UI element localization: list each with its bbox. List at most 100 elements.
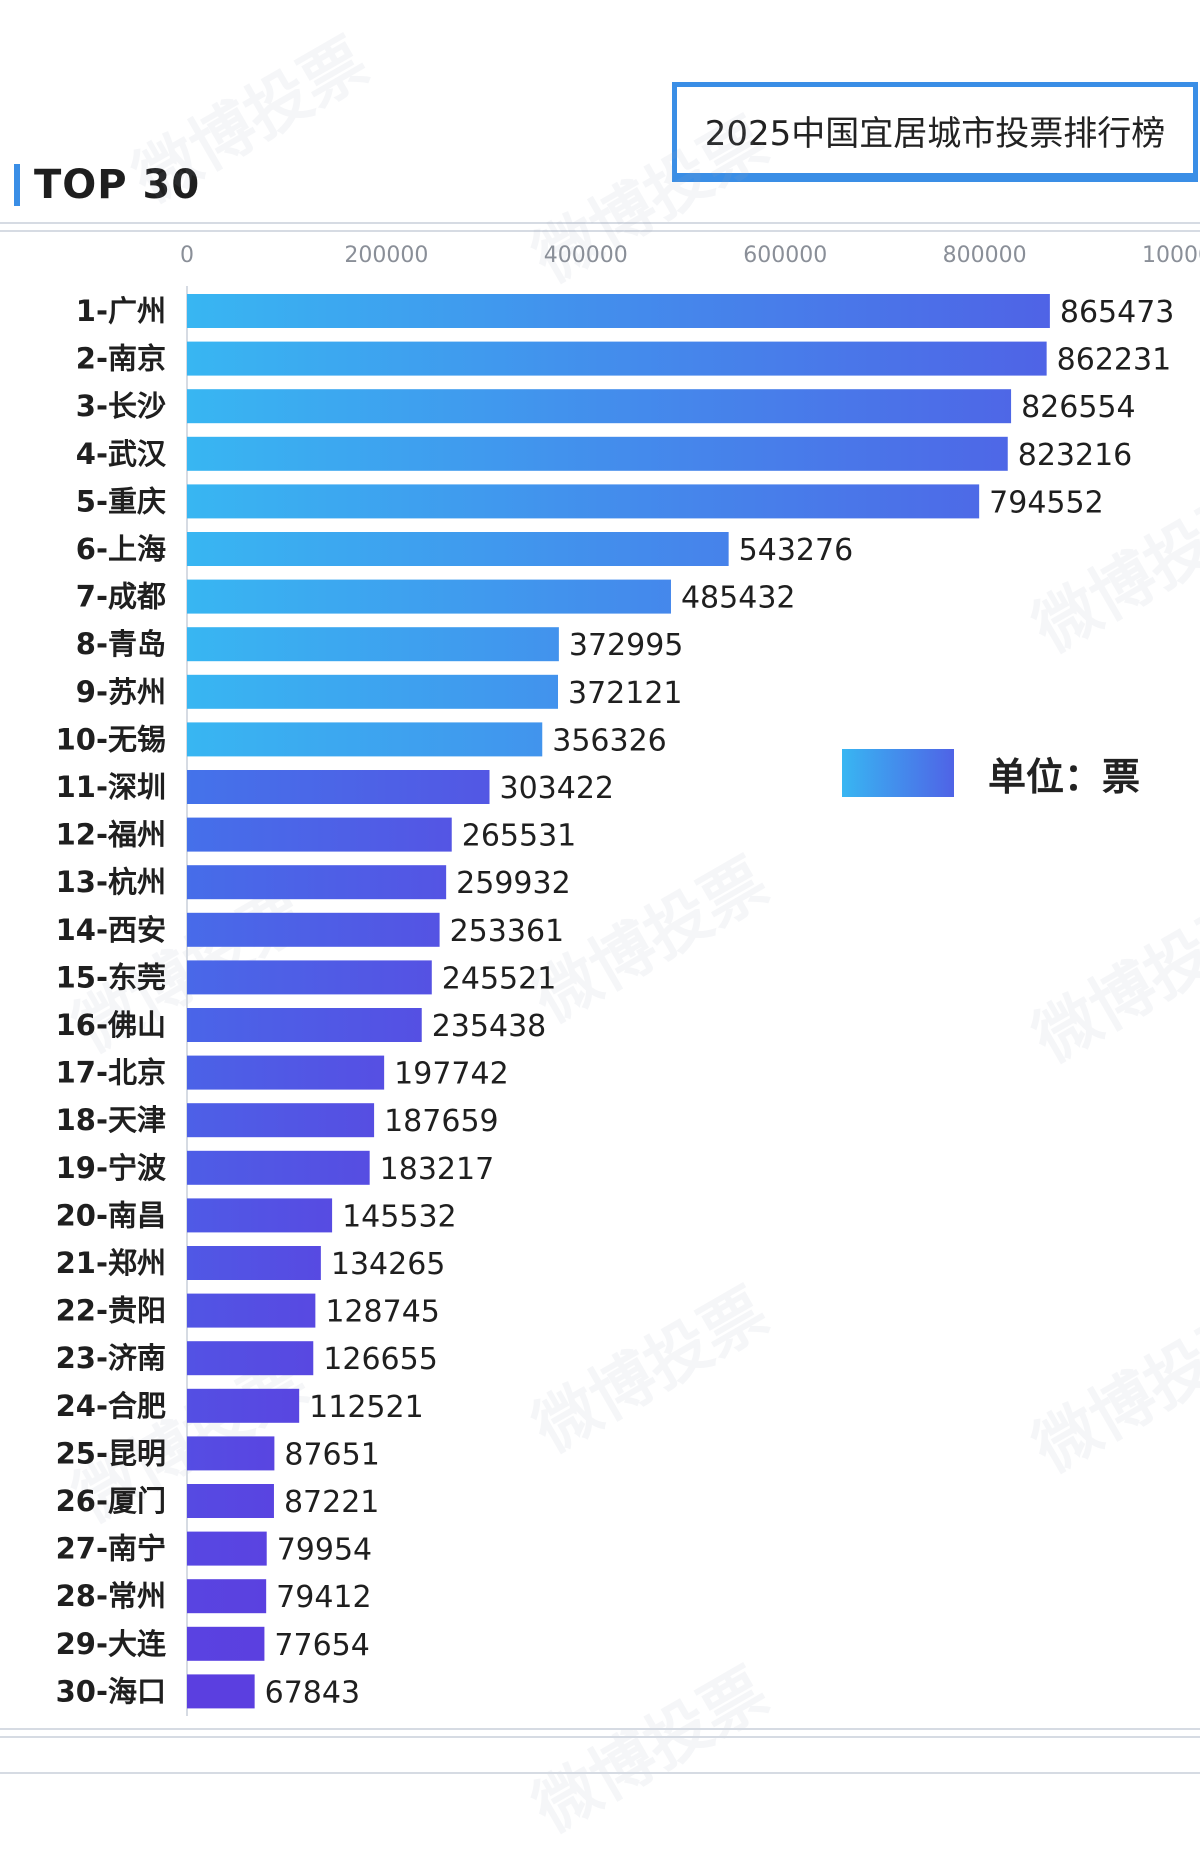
- value-label: 356326: [552, 723, 667, 758]
- category-label: 15-东莞: [56, 960, 166, 994]
- value-label: 126655: [323, 1342, 438, 1377]
- bar: [187, 1008, 422, 1042]
- top-header: TOP 30: [14, 160, 200, 210]
- value-label: 67843: [265, 1675, 360, 1710]
- bar: [187, 722, 543, 757]
- top-divider-inner: [0, 230, 1200, 232]
- category-label: 23-济南: [56, 1341, 166, 1375]
- value-label: 826554: [1021, 390, 1136, 425]
- bar: [187, 1293, 316, 1328]
- bar: [187, 770, 490, 804]
- bar: [187, 294, 1050, 328]
- category-label: 5-重庆: [76, 484, 166, 518]
- value-label: 259932: [456, 866, 571, 901]
- category-label: 27-南宁: [56, 1532, 166, 1566]
- legend-unit-label: 单位：票: [988, 754, 1141, 799]
- x-tick-label: 400000: [544, 243, 628, 268]
- bar: [187, 1341, 314, 1376]
- bar: [187, 1626, 265, 1661]
- x-tick-label: 600000: [743, 243, 827, 268]
- bar: [187, 1579, 267, 1614]
- category-label: 30-海口: [56, 1674, 166, 1708]
- category-label: 6-上海: [76, 532, 166, 566]
- top-label: TOP 30: [34, 162, 201, 208]
- bar: [187, 484, 980, 519]
- value-label: 303422: [500, 771, 615, 806]
- category-label: 7-成都: [76, 580, 166, 614]
- bottom-divider-inner: [0, 1736, 1200, 1738]
- value-label: 134265: [331, 1247, 446, 1282]
- category-label: 22-贵阳: [56, 1294, 166, 1328]
- legend-swatch: [842, 749, 954, 797]
- value-label: 862231: [1057, 343, 1172, 378]
- value-label: 187659: [384, 1104, 499, 1139]
- bar: [187, 1198, 333, 1233]
- category-label: 20-南昌: [56, 1198, 166, 1232]
- bar: [187, 1150, 370, 1185]
- chart-title: 2025中国宜居城市投票排行榜: [672, 82, 1198, 182]
- bar: [187, 912, 440, 947]
- category-label: 19-宁波: [56, 1151, 167, 1185]
- category-label: 8-青岛: [76, 627, 166, 661]
- bar: [187, 532, 729, 566]
- category-label: 28-常州: [56, 1579, 166, 1613]
- bottom-divider: [0, 1728, 1200, 1730]
- bar: [187, 436, 1008, 471]
- category-label: 13-杭州: [56, 865, 166, 899]
- value-label: 197742: [394, 1057, 509, 1092]
- category-label: 12-福州: [56, 818, 166, 852]
- value-label: 79954: [277, 1533, 372, 1568]
- category-label: 17-北京: [56, 1056, 166, 1090]
- category-label: 26-厦门: [56, 1484, 166, 1518]
- value-label: 865473: [1060, 295, 1175, 330]
- bar: [187, 1388, 300, 1423]
- category-label: 14-西安: [56, 913, 166, 947]
- value-label: 112521: [309, 1390, 424, 1425]
- value-label: 823216: [1018, 438, 1133, 473]
- value-label: 372121: [568, 676, 683, 711]
- bar: [187, 1103, 375, 1138]
- category-label: 2-南京: [76, 342, 166, 376]
- value-label: 128745: [325, 1295, 440, 1330]
- bar: [187, 627, 559, 662]
- category-label: 4-武汉: [76, 437, 167, 471]
- value-label: 245521: [442, 961, 557, 996]
- bar: [187, 1531, 267, 1566]
- category-label: 10-无锡: [56, 722, 166, 756]
- x-tick-label: 800000: [943, 243, 1027, 268]
- legend: 单位：票: [842, 748, 1141, 799]
- value-label: 77654: [274, 1628, 369, 1663]
- value-label: 87221: [284, 1485, 379, 1520]
- bar: [187, 389, 1012, 424]
- x-tick-label: 100000: [1142, 243, 1200, 268]
- bar: [187, 865, 447, 900]
- value-label: 485432: [681, 581, 796, 616]
- category-label: 3-长沙: [76, 389, 166, 423]
- category-label: 29-大连: [56, 1627, 167, 1661]
- category-label: 16-佛山: [56, 1008, 166, 1042]
- value-label: 253361: [450, 914, 565, 949]
- bar: [187, 1484, 274, 1518]
- top-divider: [0, 222, 1200, 224]
- value-label: 145532: [342, 1199, 457, 1234]
- bar: [187, 1674, 255, 1709]
- bar: [187, 341, 1047, 376]
- value-label: 79412: [276, 1580, 371, 1615]
- footer-divider: [0, 1772, 1200, 1774]
- category-label: 25-昆明: [56, 1436, 166, 1470]
- value-label: 183217: [380, 1152, 495, 1187]
- accent-bar: [14, 164, 20, 206]
- value-label: 543276: [739, 533, 854, 568]
- category-label: 21-郑州: [56, 1246, 166, 1280]
- bar-chart: 0 200000 400000 600000 800000 100000 1-广州 86547…: [56, 243, 1200, 1716]
- bar: [187, 1055, 385, 1090]
- category-label: 1-广州: [76, 294, 166, 328]
- category-label: 9-苏州: [76, 675, 166, 709]
- x-tick-label: 200000: [344, 243, 428, 268]
- bar: [187, 960, 432, 995]
- value-label: 235438: [432, 1009, 547, 1044]
- bar: [187, 817, 452, 852]
- bar: [187, 1436, 275, 1471]
- bar: [187, 674, 559, 709]
- value-label: 265531: [462, 819, 577, 854]
